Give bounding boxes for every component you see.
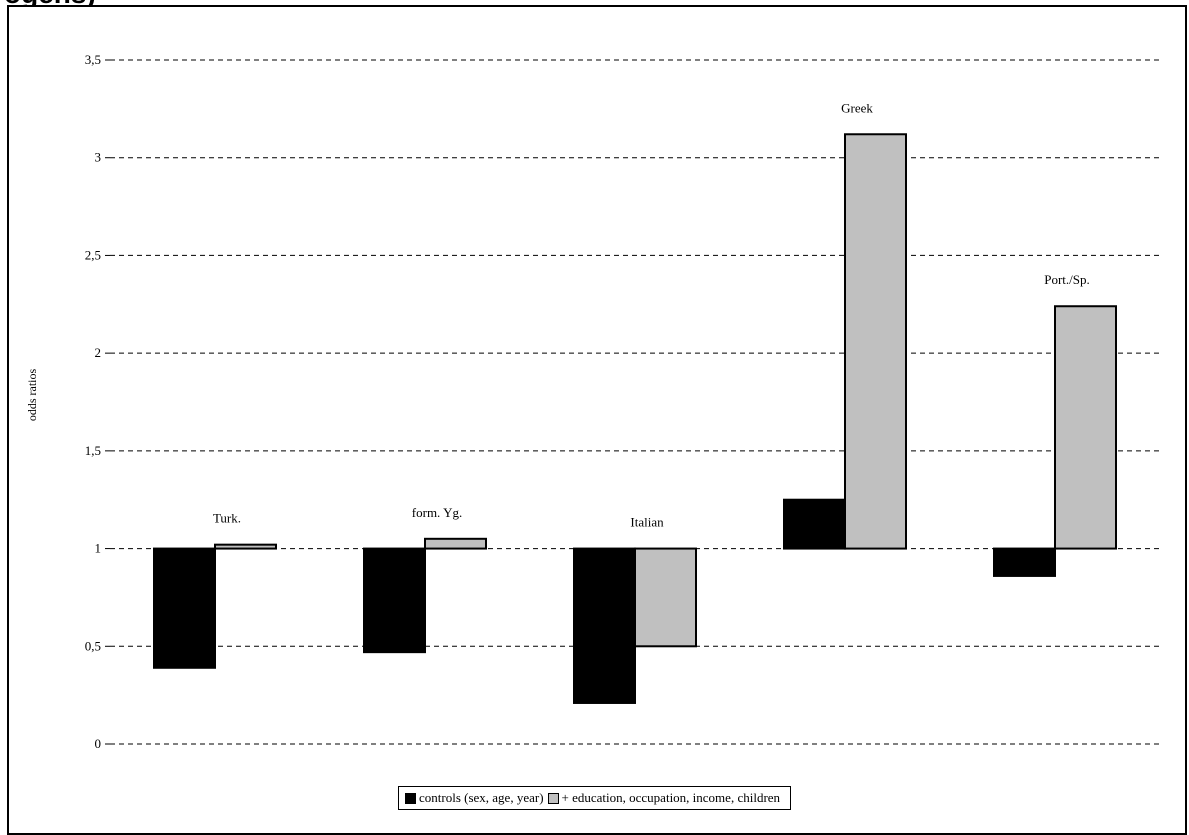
bar-controls-4 bbox=[993, 547, 1056, 577]
legend-swatch-controls bbox=[405, 792, 416, 804]
y-tick-label: 1,5 bbox=[85, 443, 101, 458]
gridlines bbox=[105, 59, 1160, 745]
bar-controls-3 bbox=[783, 498, 846, 550]
bar-education-2 bbox=[634, 547, 697, 648]
bar-controls-2 bbox=[573, 547, 636, 704]
bar-education-1 bbox=[424, 537, 487, 550]
bar-education-3 bbox=[844, 133, 907, 550]
category-label: Greek bbox=[841, 100, 873, 115]
bar-controls-1 bbox=[363, 547, 426, 654]
category-label: Italian bbox=[630, 515, 664, 530]
legend-swatch-education bbox=[547, 792, 559, 804]
bars bbox=[153, 133, 1117, 704]
legend: controls (sex, age, year) + education, o… bbox=[398, 786, 792, 810]
category-label: Port./Sp. bbox=[1044, 272, 1090, 287]
y-tick-label: 2,5 bbox=[85, 247, 101, 262]
y-tick-label: 2 bbox=[95, 345, 102, 360]
legend-item-education: + education, occupation, income, childre… bbox=[547, 790, 781, 806]
category-labels: Turk. form. Yg. Italian Greek Port./Sp. bbox=[213, 100, 1090, 529]
category-label: form. Yg. bbox=[412, 505, 462, 520]
bar-controls-0 bbox=[153, 547, 216, 669]
legend-item-controls: controls (sex, age, year) bbox=[405, 790, 544, 806]
legend-label-education: + education, occupation, income, childre… bbox=[561, 790, 781, 805]
legend-label-controls: controls (sex, age, year) bbox=[419, 790, 544, 805]
bar-education-0 bbox=[214, 543, 277, 550]
y-tick-labels: 0 0,5 1 1,5 2 2,5 3 3,5 bbox=[85, 52, 101, 751]
y-tick-label: 1 bbox=[95, 541, 102, 556]
y-tick-label: 0,5 bbox=[85, 638, 101, 653]
category-label: Turk. bbox=[213, 511, 241, 526]
y-tick-label: 3 bbox=[95, 150, 102, 165]
y-tick-label: 3,5 bbox=[85, 52, 101, 67]
y-axis-label: odds ratios bbox=[25, 369, 39, 422]
page-title-fragment: ogens) bbox=[4, 0, 96, 10]
bar-education-4 bbox=[1054, 305, 1117, 550]
y-tick-label: 0 bbox=[95, 736, 102, 751]
